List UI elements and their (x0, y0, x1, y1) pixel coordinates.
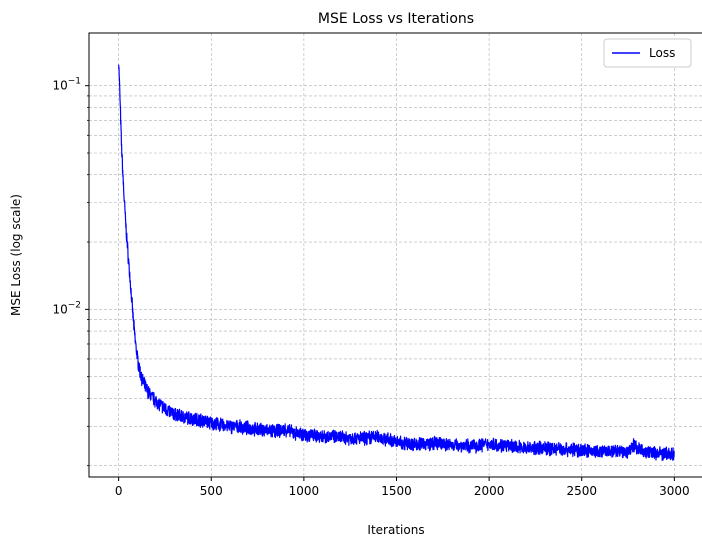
x-tick-label: 2500 (566, 484, 597, 498)
y-tick-label: 10−2 (52, 300, 81, 316)
legend-box (603, 38, 692, 68)
x-axis-label: Iterations (367, 523, 424, 537)
x-tick-label: 3000 (659, 484, 690, 498)
y-tick-label: 10−1 (52, 77, 81, 93)
x-tick-label: 1000 (289, 484, 320, 498)
legend: Loss (603, 38, 692, 68)
y-axis-ticks: 10−2 10−1 (52, 77, 89, 467)
x-axis-ticks: 0 500 1000 1500 2000 2500 3000 (115, 477, 690, 498)
grid-lines (89, 33, 702, 477)
x-tick-label: 1500 (381, 484, 412, 498)
chart-title: MSE Loss vs Iterations (318, 11, 474, 27)
x-tick-label: 500 (200, 484, 223, 498)
x-tick-label: 2000 (474, 484, 505, 498)
series-line-loss (118, 64, 675, 461)
legend-label-loss: Loss (649, 46, 675, 60)
x-tick-label: 0 (115, 484, 123, 498)
series-layer (118, 64, 675, 461)
y-axis-label: MSE Loss (log scale) (9, 194, 23, 316)
